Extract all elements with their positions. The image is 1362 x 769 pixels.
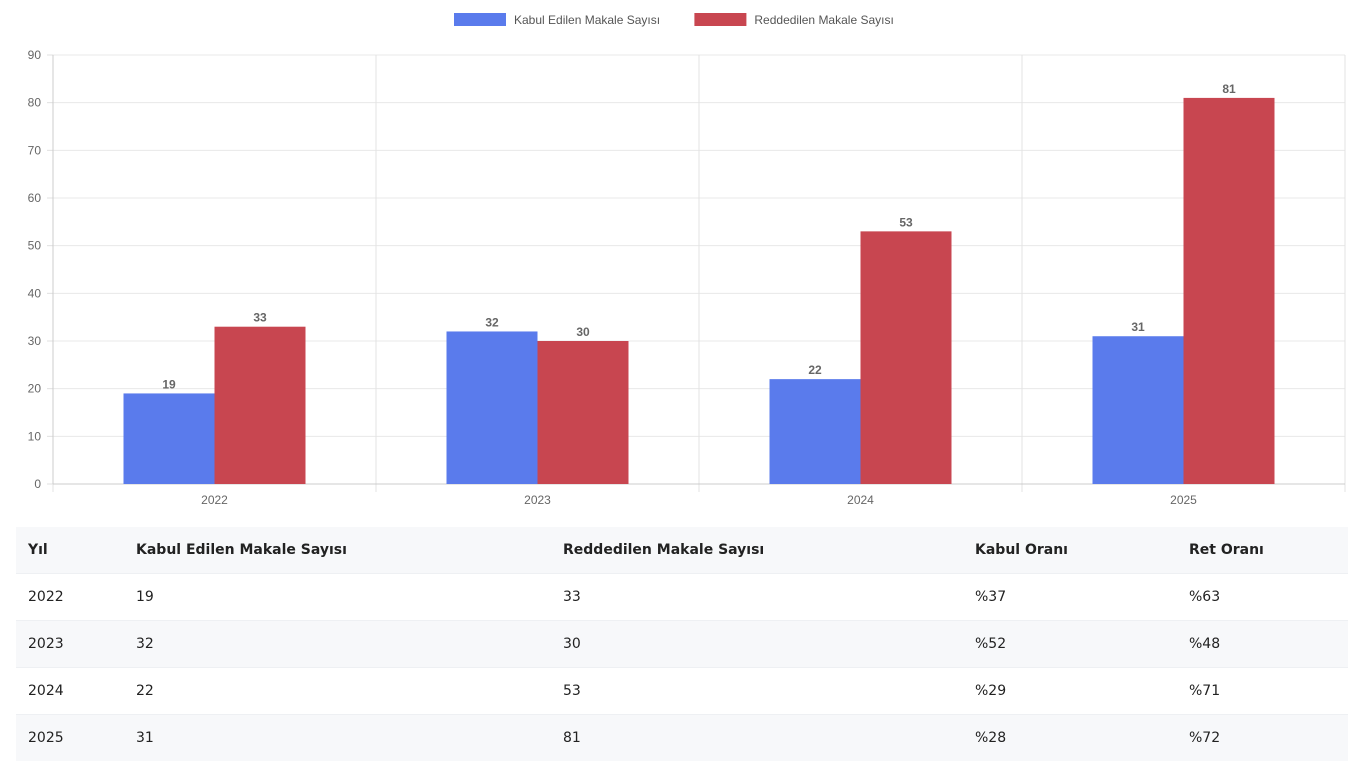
bar-value-label: 19 [162,377,176,391]
legend-swatch-rejected [694,13,747,26]
cell-rejected: 81 [551,714,963,761]
data-table: Yıl Kabul Edilen Makale Sayısı Reddedile… [16,527,1348,761]
cell-rejected: 53 [551,667,963,715]
cell-accept-rate: %52 [963,620,1177,668]
legend-swatch-accepted [454,13,506,26]
cell-reject-rate: %63 [1177,573,1348,621]
bar-value-label: 32 [485,315,499,329]
table-row: 2025 31 81 %28 %72 [16,714,1348,761]
y-tick-label: 40 [28,286,42,300]
cell-accepted: 22 [124,667,551,715]
cell-accepted: 32 [124,620,551,668]
bar-chart: 0 10 20 30 40 50 60 70 80 90 19 33 2022 32 30 2023 22 53 2… [28,13,1346,507]
y-tick-label: 90 [28,48,42,62]
bar-accepted [769,379,861,484]
bar-value-label: 53 [899,215,913,229]
cell-accept-rate: %37 [963,573,1177,621]
cell-accepted: 31 [124,714,551,761]
y-tick-label: 30 [28,334,42,348]
bar-value-label: 30 [576,325,590,339]
y-tick-label: 70 [28,143,42,157]
y-tick-label: 80 [28,96,42,110]
cell-year: 2022 [16,573,124,621]
cell-reject-rate: %48 [1177,620,1348,668]
table-row: 2024 22 53 %29 %71 [16,667,1348,715]
legend: Kabul Edilen Makale Sayısı Reddedilen Mak… [454,13,894,27]
header-accept-rate: Kabul Oranı [963,527,1177,574]
cell-year: 2025 [16,714,124,761]
x-tick-label: 2022 [201,493,228,507]
bar-value-label: 33 [253,311,267,325]
x-tick-label: 2025 [1170,493,1197,507]
bar-rejected [214,326,306,484]
bar-rejected [860,231,952,484]
x-tick-label: 2024 [847,493,874,507]
table-header-row: Yıl Kabul Edilen Makale Sayısı Reddedile… [16,527,1348,574]
bar-value-label: 31 [1131,320,1145,334]
y-tick-label: 20 [28,382,42,396]
y-tick-label: 10 [28,429,42,443]
cell-year: 2024 [16,667,124,715]
cell-accepted: 19 [124,573,551,621]
cell-rejected: 33 [551,573,963,621]
cell-year: 2023 [16,620,124,668]
table-row: 2023 32 30 %52 %48 [16,620,1348,668]
bar-value-label: 81 [1222,82,1236,96]
header-accepted: Kabul Edilen Makale Sayısı [124,527,551,574]
bar-accepted [1092,336,1184,484]
bar-accepted [446,331,538,484]
cell-reject-rate: %72 [1177,714,1348,761]
cell-accept-rate: %28 [963,714,1177,761]
cell-rejected: 30 [551,620,963,668]
legend-label-rejected: Reddedilen Makale Sayısı [754,13,893,27]
header-year: Yıl [16,527,124,574]
y-tick-label: 0 [34,477,41,491]
header-reject-rate: Ret Oranı [1177,527,1348,574]
header-rejected: Reddedilen Makale Sayısı [551,527,963,574]
x-tick-label: 2023 [524,493,551,507]
y-tick-label: 50 [28,239,42,253]
bar-value-label: 22 [808,363,822,377]
bar-accepted [123,393,215,484]
cell-reject-rate: %71 [1177,667,1348,715]
bar-rejected [537,341,629,484]
bar-rejected [1183,97,1275,485]
y-tick-label: 60 [28,191,42,205]
cell-accept-rate: %29 [963,667,1177,715]
table-row: 2022 19 33 %37 %63 [16,573,1348,621]
legend-label-accepted: Kabul Edilen Makale Sayısı [514,13,660,27]
